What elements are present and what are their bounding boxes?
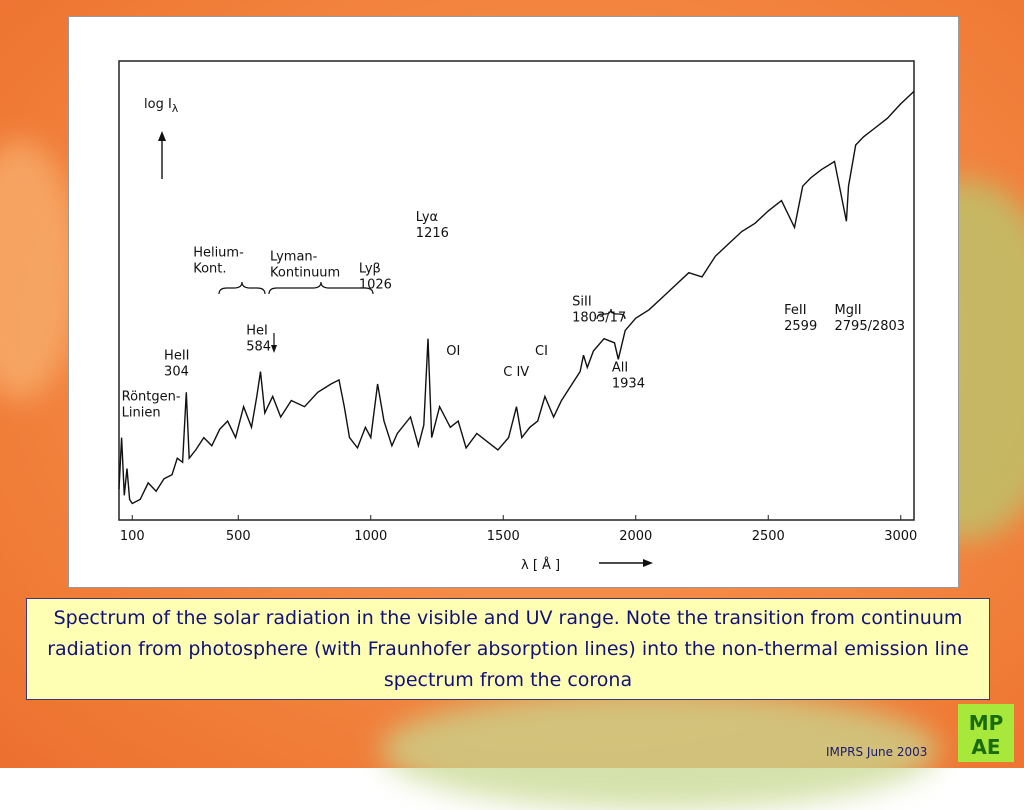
y-axis-arrowhead [158, 131, 166, 141]
mpae-logo-mark: MP AE [958, 704, 1014, 762]
figure-caption: Spectrum of the solar radiation in the v… [47, 606, 969, 691]
helium-continuum-brace [218, 281, 266, 295]
x-axis-label: λ [ Å ] [521, 557, 560, 573]
figure-panel: 100 500 1000 1500 2000 2500 3000 Röntgen-Linie… [68, 16, 959, 588]
spectral-line-label: C IV [503, 365, 529, 380]
si-ii-brace [596, 308, 626, 320]
spectral-line-label: Lyman-Kontinuum [270, 249, 340, 280]
spectral-line-label: Lyβ 1026 [359, 262, 392, 293]
x-axis-arrowhead [643, 559, 653, 567]
solar-spectrum-chart: 100 500 1000 1500 2000 2500 3000 Röntgen-Linie… [118, 60, 917, 573]
spectral-line-label: Lyα 1216 [416, 210, 449, 241]
spectral-line-label: CI [535, 344, 548, 359]
y-axis-label: log Iλ [144, 97, 179, 115]
spectral-line-label: MgII 2795/2803 [835, 303, 906, 334]
x-tick-label: 2500 [752, 529, 785, 544]
line-annotations: Röntgen-Linien HeII 304 Helium-Kont. Lyman-K… [122, 210, 905, 420]
spectral-line-label: OI [446, 344, 460, 359]
mpae-logo: MP AE [958, 704, 1014, 762]
svg-text:MP: MP [969, 711, 1004, 735]
spectral-line-label: HeI 584 [246, 324, 271, 355]
he-i-arrowhead [271, 345, 277, 353]
x-tick-label: 1500 [487, 529, 520, 544]
x-tick-label: 2000 [619, 529, 652, 544]
svg-text:AE: AE [971, 735, 1000, 759]
spectral-line-label: FeII 2599 [784, 303, 817, 334]
x-tick-label: 3000 [884, 529, 917, 544]
x-axis-ticks: 100 500 1000 1500 2000 2500 3000 [120, 515, 917, 544]
x-tick-label: 1000 [354, 529, 387, 544]
spectral-line-label: AlI 1934 [612, 361, 645, 392]
spectrum-series-line [118, 90, 915, 505]
x-tick-label: 500 [226, 529, 251, 544]
spectral-line-label: Helium-Kont. [193, 245, 244, 276]
plot-frame [118, 60, 915, 521]
lyman-continuum-brace [268, 281, 374, 295]
spectral-line-label: HeII 304 [164, 348, 189, 379]
spectral-line-label: SiII 1803/17 [572, 295, 626, 326]
x-tick-label: 100 [120, 529, 145, 544]
spectral-line-label: Röntgen-Linien [122, 389, 181, 420]
footer-date: IMPRS June 2003 [826, 745, 928, 759]
caption-box: Spectrum of the solar radiation in the v… [26, 598, 990, 700]
